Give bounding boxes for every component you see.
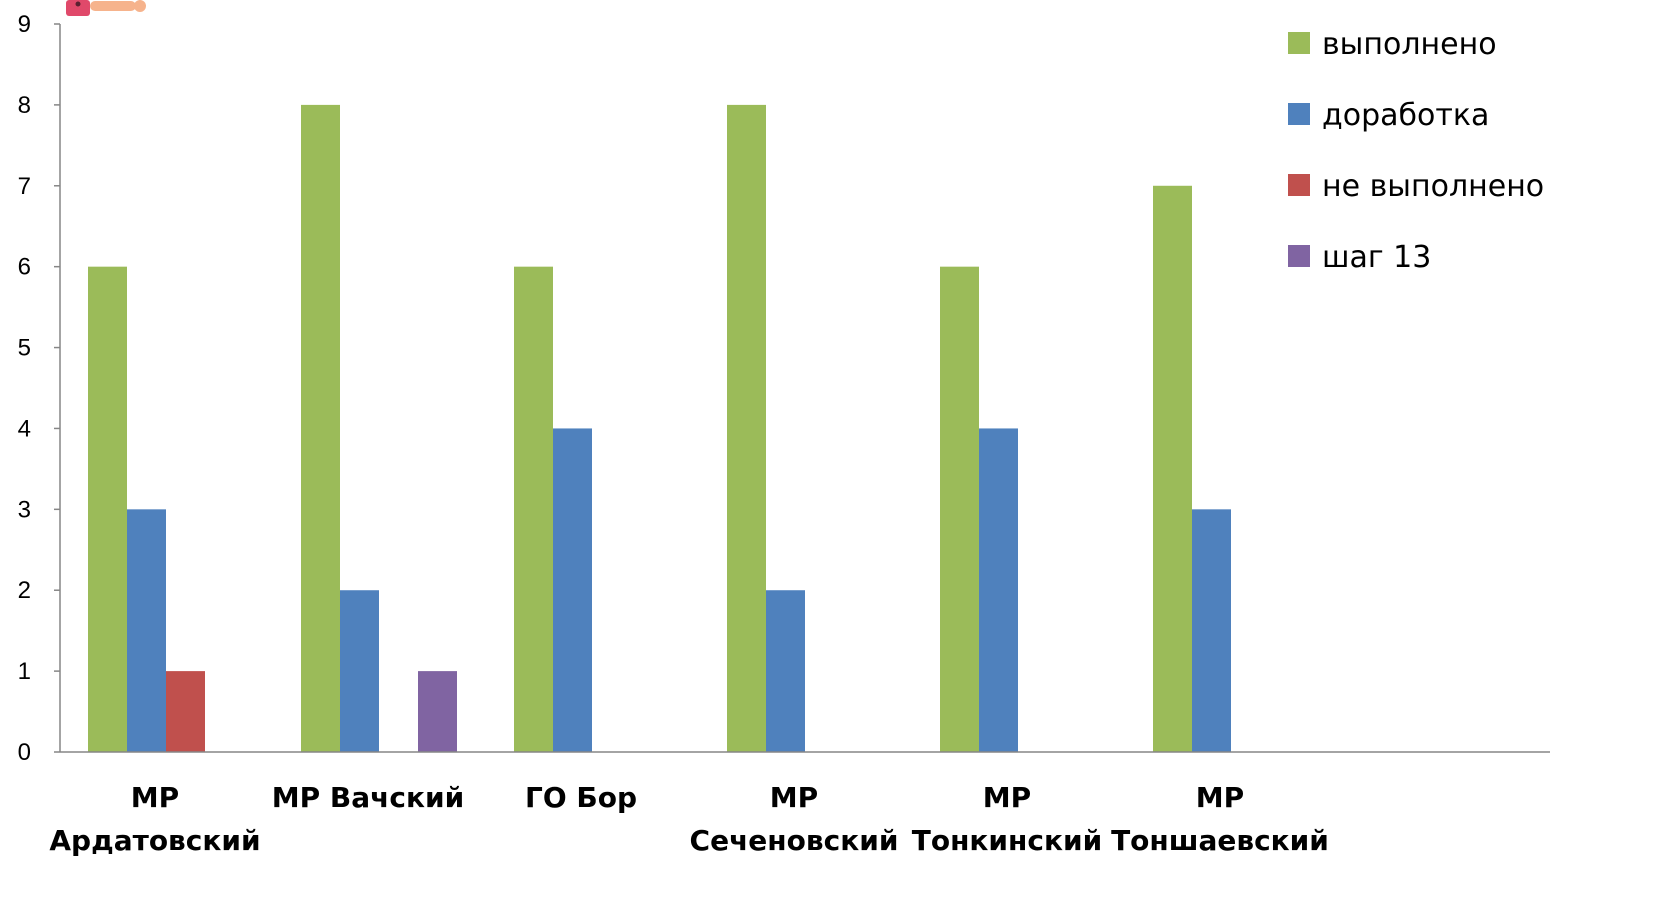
bar-1-5 bbox=[940, 266, 979, 752]
legend-label: шаг 13 bbox=[1322, 240, 1431, 275]
x-category-label-line: МР bbox=[1196, 781, 1244, 814]
bar-2-1 bbox=[127, 509, 166, 752]
x-category-label: МР Сеченовский bbox=[690, 781, 899, 857]
x-category-label: МР Тонкинский bbox=[912, 781, 1103, 857]
legend-swatch bbox=[1288, 245, 1310, 267]
x-category-label-line: МР Вачский bbox=[272, 781, 464, 814]
x-category-label-line: Тоншаевский bbox=[1111, 824, 1329, 857]
y-tick-label: 7 bbox=[18, 173, 31, 200]
legend-label: не выполнено bbox=[1322, 169, 1544, 204]
corner-decoration bbox=[66, 0, 146, 16]
bar-1-2 bbox=[301, 104, 340, 752]
x-axis: МР Ардатовский МР Вачский ГО Бор МР Сеченовск… bbox=[49, 751, 1550, 857]
x-category-label: МР Ардатовский bbox=[49, 781, 260, 857]
bar-1-6 bbox=[1153, 185, 1192, 752]
x-category-label: МР Вачский bbox=[272, 781, 464, 814]
legend-label: выполнено bbox=[1322, 27, 1497, 62]
x-category-label-line: МР bbox=[983, 781, 1031, 814]
x-category-label-line: Тонкинский bbox=[912, 824, 1103, 857]
y-tick-label: 5 bbox=[18, 335, 31, 362]
legend-swatch bbox=[1288, 103, 1310, 125]
y-tick-label: 0 bbox=[18, 739, 31, 766]
y-tick-label: 9 bbox=[18, 11, 31, 38]
y-axis: 0 1 2 3 4 5 6 7 8 9 bbox=[18, 11, 61, 766]
x-category-label-line: Сеченовский bbox=[690, 824, 899, 857]
y-tick-label: 2 bbox=[18, 577, 31, 604]
bar-3-1 bbox=[166, 671, 205, 752]
legend: выполнено доработка не выполнено шаг 13 bbox=[1288, 27, 1544, 275]
bar-2-5 bbox=[979, 428, 1018, 752]
y-tick-label: 6 bbox=[18, 254, 31, 281]
x-category-label-line: Ардатовский bbox=[49, 824, 260, 857]
bar-2-4 bbox=[766, 590, 805, 752]
bar-4-2 bbox=[418, 671, 457, 752]
x-category-label-line: ГО Бор bbox=[525, 781, 637, 814]
bar-2-6 bbox=[1192, 509, 1231, 752]
legend-label: доработка bbox=[1322, 98, 1489, 133]
y-tick-label: 4 bbox=[18, 415, 31, 442]
bar-1-3 bbox=[514, 266, 553, 752]
y-tick-label: 8 bbox=[18, 92, 31, 119]
bars bbox=[88, 104, 1231, 752]
legend-swatch bbox=[1288, 174, 1310, 196]
x-category-label: МР Тоншаевский bbox=[1111, 781, 1329, 857]
bar-1-4 bbox=[727, 104, 766, 752]
bar-2-3 bbox=[553, 428, 592, 752]
legend-swatch bbox=[1288, 32, 1310, 54]
x-category-label: ГО Бор bbox=[525, 781, 637, 814]
y-tick-label: 3 bbox=[18, 496, 31, 523]
y-tick-label: 1 bbox=[18, 658, 31, 685]
x-category-label-line: МР bbox=[131, 781, 179, 814]
bar-1-1 bbox=[88, 266, 127, 752]
bar-2-2 bbox=[340, 590, 379, 752]
x-category-label-line: МР bbox=[770, 781, 818, 814]
